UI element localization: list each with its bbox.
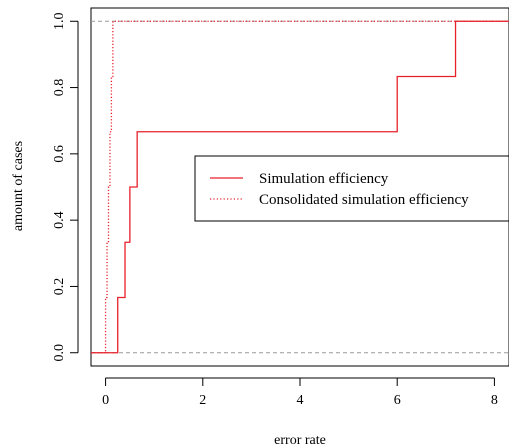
y-tick-label: 0.6 (52, 145, 67, 163)
y-tick-label: 0.0 (52, 344, 67, 362)
x-tick-label: 0 (102, 393, 109, 408)
x-tick-label: 6 (394, 393, 401, 408)
legend-box (194, 155, 509, 222)
y-tick-label: 0.2 (52, 278, 67, 296)
x-axis-title: error rate (274, 433, 326, 448)
series-line-consolidated-simulation-efficiency (91, 20, 509, 354)
y-tick-label: 1.0 (52, 13, 67, 31)
x-tick-label: 8 (491, 393, 498, 408)
series-line-simulation-efficiency (91, 20, 509, 354)
legend: Simulation efficiency Consolidated simul… (194, 155, 509, 222)
y-tick-label: 0.4 (52, 211, 67, 229)
y-axis: 0.0 0.2 0.4 0.6 0.8 1.0 (52, 13, 79, 362)
x-axis: 0 2 4 6 8 (102, 377, 498, 408)
y-axis-title: amount of cases (11, 141, 26, 231)
legend-label-consolidated-simulation-efficiency: Consolidated simulation efficiency (259, 192, 469, 208)
x-tick-label: 4 (297, 393, 304, 408)
legend-label-simulation-efficiency: Simulation efficiency (259, 171, 389, 187)
plot-frame (90, 7, 509, 367)
series-layer (91, 20, 509, 354)
x-tick-label: 2 (199, 393, 206, 408)
y-tick-label: 0.8 (52, 79, 67, 97)
